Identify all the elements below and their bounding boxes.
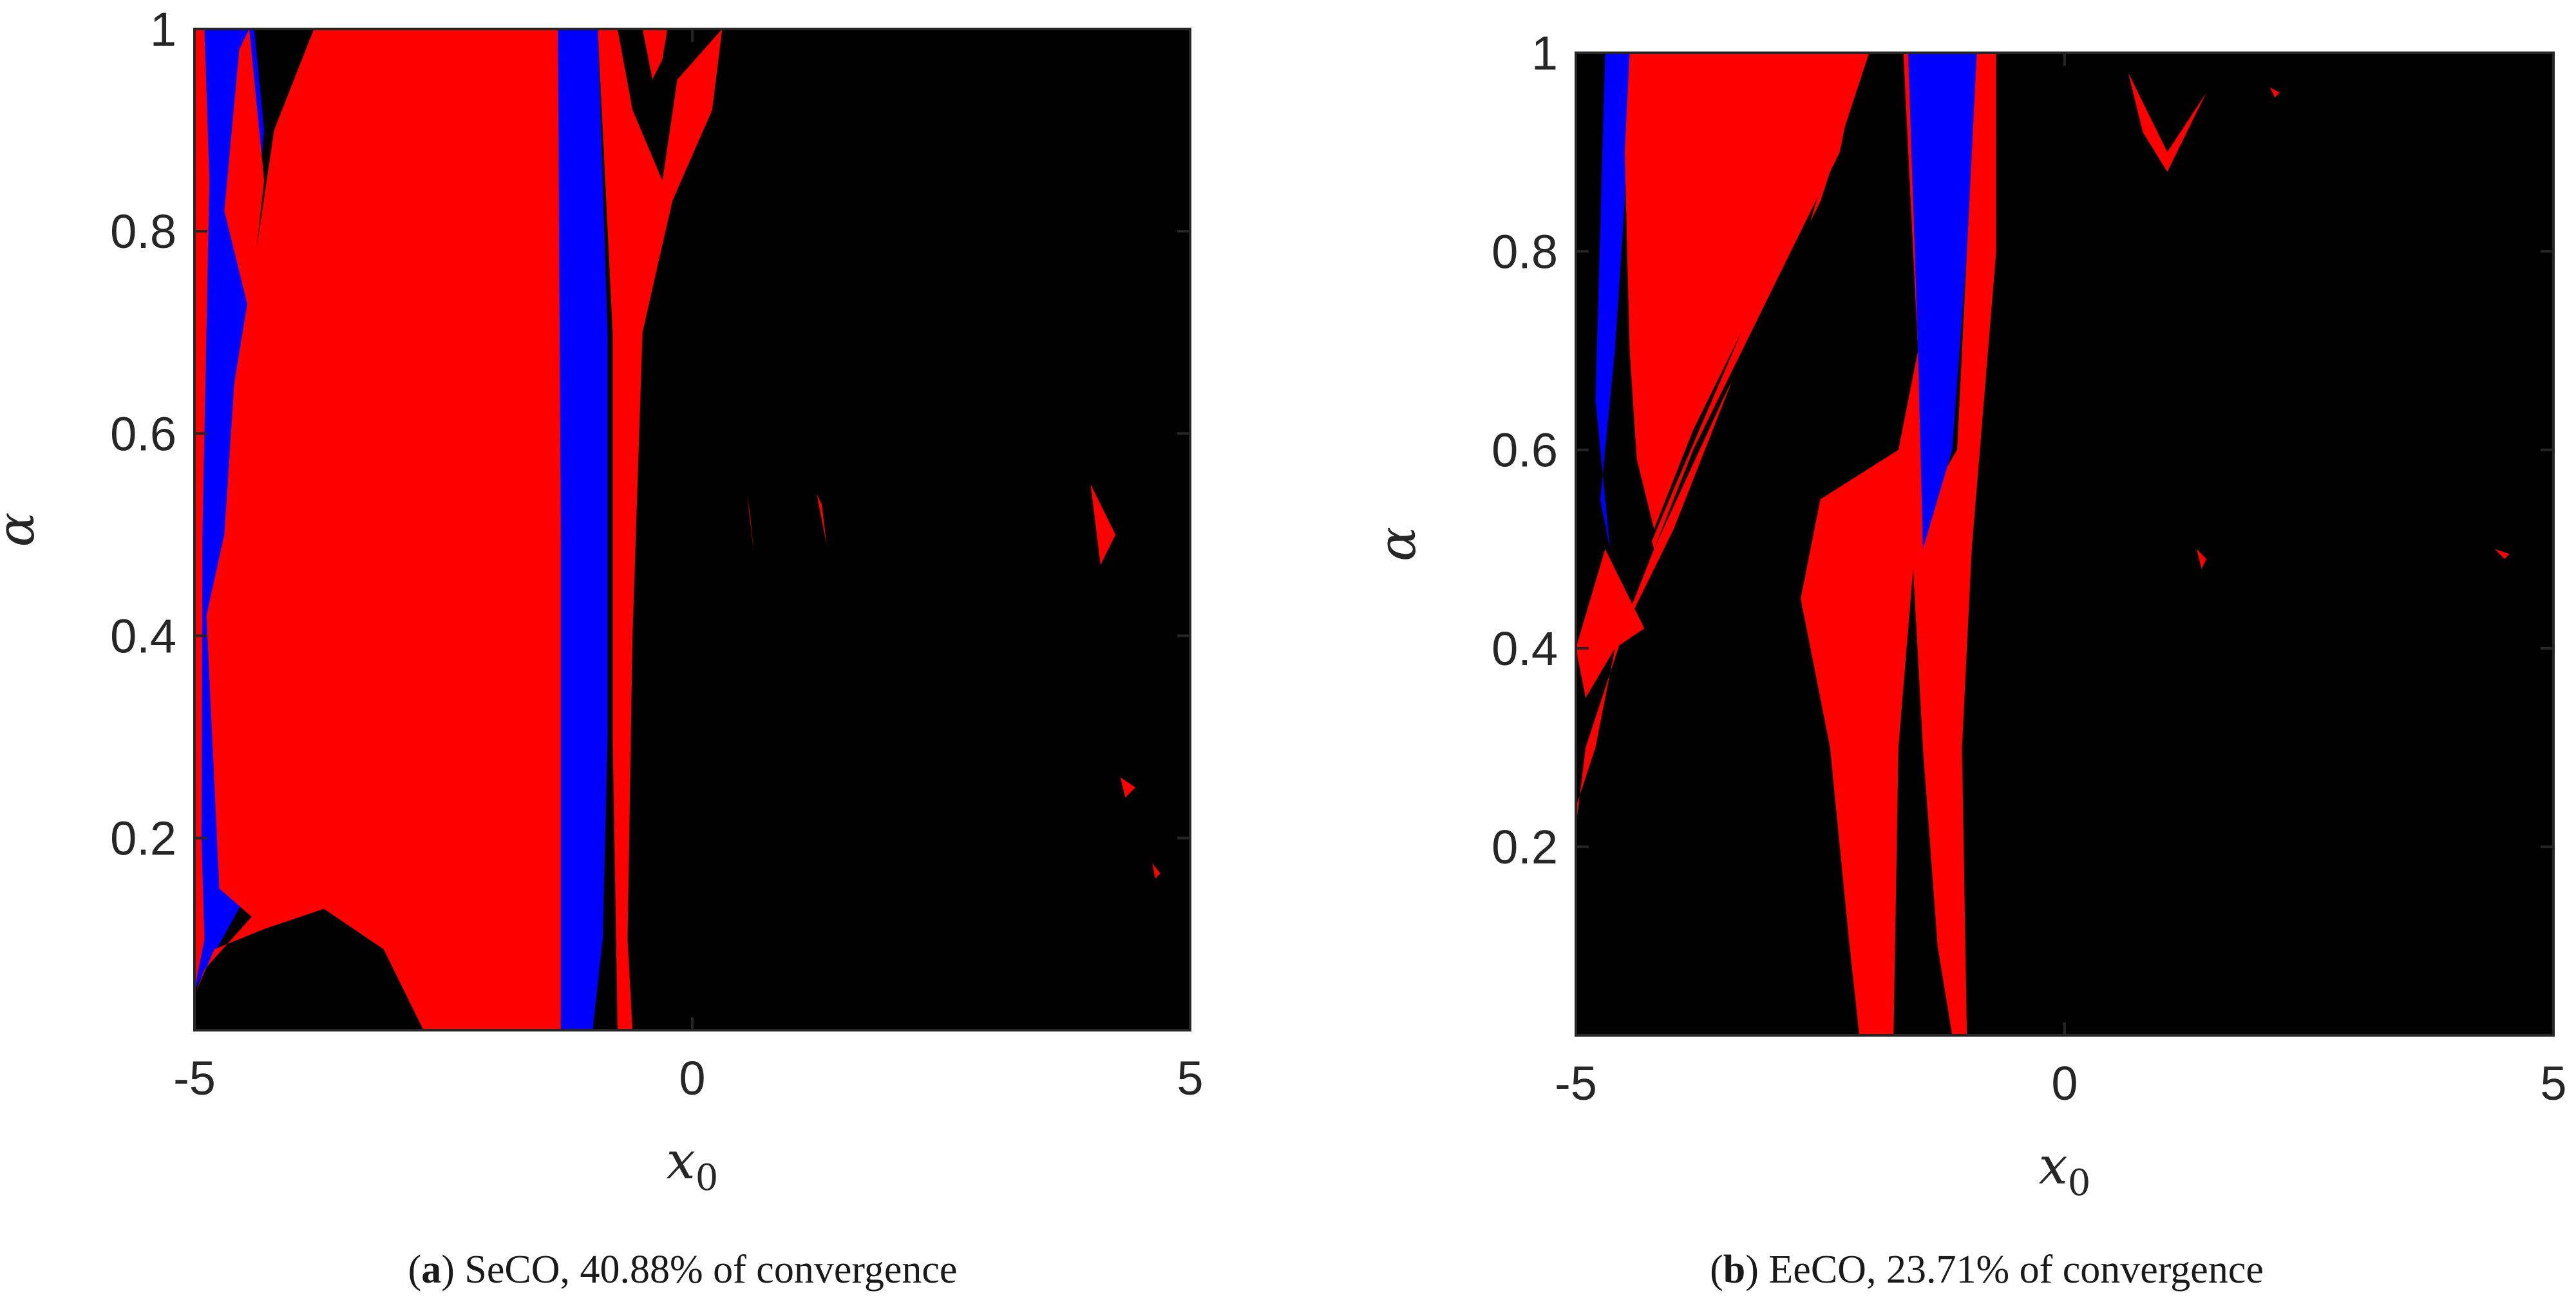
basin-region-red: [2494, 549, 2510, 560]
x-tick-label: -5: [173, 1051, 216, 1105]
basin-region-blue: [558, 29, 608, 1030]
basin-region-red: [2196, 549, 2207, 569]
basin-regions: [1576, 53, 2510, 1035]
x-tick-label: -5: [1555, 1057, 1597, 1110]
basin-region-black: [1629, 330, 1743, 560]
y-tick-label: 1: [1531, 26, 1558, 80]
x-tick-label: 5: [1177, 1051, 1203, 1105]
x-tick-label: 5: [2540, 1057, 2566, 1110]
basin-region-red: [224, 29, 265, 312]
basin-region-red: [206, 29, 561, 1030]
y-axis-label: α: [1367, 527, 1427, 561]
basin-region-red: [1152, 863, 1160, 879]
y-tick-label: 0.2: [110, 812, 176, 865]
basin-region-red: [1624, 53, 1860, 549]
basin-region-red: [1576, 549, 1645, 698]
y-tick-label: 1: [150, 3, 176, 56]
basin-region-red: [1801, 53, 1996, 1035]
x-axis-label: x0: [2039, 1136, 2091, 1204]
y-tick-label: 0.2: [1492, 820, 1558, 874]
basin-region-red: [1120, 777, 1135, 798]
y-tick-label: 0.4: [110, 609, 176, 663]
caption-a: (a) SeCO, 40.88% of convergence: [408, 1248, 958, 1292]
basin-region-red: [1576, 53, 1870, 827]
basin-region-red: [598, 29, 723, 1030]
basin-regions: [194, 29, 1160, 1030]
caption-b: (b) EeCO, 23.71% of convergence: [1710, 1248, 2264, 1292]
basin-region-red: [642, 29, 668, 80]
y-axis-label: α: [0, 512, 46, 547]
basin-region-red: [194, 889, 439, 1030]
y-tick-label: 0.8: [1492, 225, 1558, 278]
basin-region-blue: [1595, 53, 1630, 549]
x-axis-label: x0: [667, 1131, 719, 1199]
basin-region-red: [1090, 484, 1116, 565]
basin-region-blue: [1908, 53, 1977, 549]
panel-b: -5 0 5 0.2 0.4 0.6 0.8 1 x0 α: [1367, 26, 2567, 1204]
basin-region-red: [747, 494, 754, 555]
basin-region-red: [194, 29, 210, 990]
panel-a: -5 0 5 0.2 0.4 0.6 0.8 1 x0 α: [0, 3, 1204, 1199]
y-tick-label: 0.6: [110, 407, 176, 460]
x-tick-label: 0: [679, 1051, 705, 1105]
x-tick-label: 0: [2051, 1057, 2078, 1110]
basin-region-black: [194, 919, 414, 1030]
y-tick-label: 0.8: [110, 205, 176, 258]
y-tick-label: 0.6: [1492, 424, 1558, 477]
y-tick-label: 0.4: [1492, 622, 1558, 675]
basin-region-red: [817, 494, 827, 545]
basin-region-red: [2269, 87, 2280, 98]
basin-region-red: [2128, 72, 2207, 172]
